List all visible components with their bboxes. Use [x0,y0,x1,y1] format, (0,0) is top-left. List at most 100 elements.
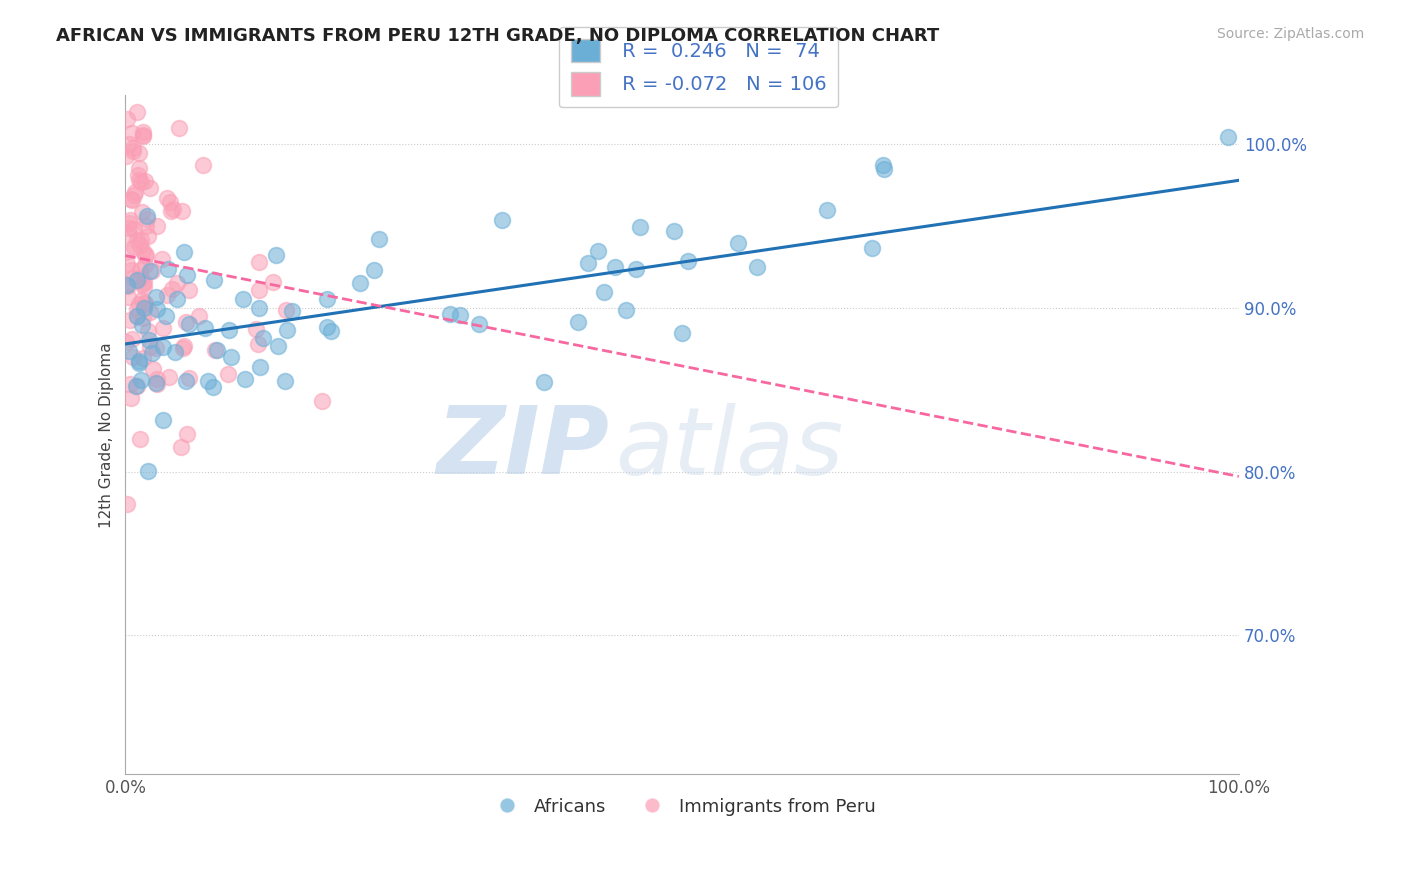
Point [128,433,150,447]
Point [155,309,177,323]
Text: ZIP: ZIP [437,402,610,494]
Point [247,283,270,297]
Point [605,260,627,274]
Point [138,464,160,478]
Point [166,276,188,290]
Point [122,141,145,155]
Point [160,203,183,218]
Point [152,339,174,353]
Point [586,244,609,258]
Point [245,322,267,336]
Text: Source: ZipAtlas.com: Source: ZipAtlas.com [1216,27,1364,41]
Point [872,158,894,172]
Point [273,374,295,388]
Point [135,209,157,223]
Point [117,279,139,293]
Point [745,260,768,274]
Point [114,334,136,349]
Point [567,315,589,329]
Point [129,238,152,252]
Point [363,262,385,277]
Point [233,372,256,386]
Point [131,205,153,219]
Point [115,257,138,271]
Point [145,289,167,303]
Point [129,175,152,189]
Point [115,148,138,162]
Point [727,235,749,250]
Point [349,277,371,291]
Point [117,112,139,126]
Point [662,224,685,238]
Point [141,264,163,278]
Point [146,372,169,386]
Point [127,379,149,393]
Point [122,188,145,202]
Point [249,359,271,374]
Point [127,169,149,183]
Point [125,104,148,119]
Point [132,301,155,315]
Point [491,212,513,227]
Point [232,293,254,307]
Point [167,121,190,136]
Point [1216,129,1239,144]
Point [194,321,217,335]
Point [124,378,146,392]
Point [125,233,148,247]
Point [132,310,155,325]
Point [122,221,145,235]
Point [173,244,195,259]
Point [138,264,160,278]
Point [152,413,174,427]
Legend: Africans, Immigrants from Peru: Africans, Immigrants from Peru [482,790,883,822]
Point [156,288,179,302]
Point [114,245,136,260]
Point [132,275,155,289]
Point [118,216,141,230]
Point [150,252,173,266]
Point [129,271,152,285]
Point [128,356,150,370]
Point [173,339,195,353]
Point [120,391,142,405]
Point [267,339,290,353]
Point [131,373,153,387]
Text: AFRICAN VS IMMIGRANTS FROM PERU 12TH GRADE, NO DIPLOMA CORRELATION CHART: AFRICAN VS IMMIGRANTS FROM PERU 12TH GRA… [56,27,939,45]
Point [128,354,150,368]
Y-axis label: 12th Grade, No Diploma: 12th Grade, No Diploma [100,342,114,527]
Point [128,145,150,160]
Point [138,229,160,244]
Point [319,324,342,338]
Point [217,368,239,382]
Point [152,320,174,334]
Point [139,305,162,319]
Text: atlas: atlas [616,403,844,494]
Point [122,240,145,254]
Point [197,374,219,388]
Point [533,375,555,389]
Point [122,271,145,285]
Point [118,221,141,235]
Point [449,309,471,323]
Point [128,172,150,186]
Point [172,341,194,355]
Point [218,323,240,337]
Point [624,262,647,277]
Point [114,278,136,293]
Point [136,324,159,338]
Point [120,263,142,277]
Point [176,426,198,441]
Point [125,273,148,287]
Point [172,203,194,218]
Point [132,280,155,294]
Point [247,301,270,315]
Point [146,219,169,233]
Point [128,161,150,175]
Point [176,374,198,388]
Point [129,233,152,247]
Point [179,371,201,385]
Point [170,441,193,455]
Point [120,313,142,327]
Point [132,128,155,142]
